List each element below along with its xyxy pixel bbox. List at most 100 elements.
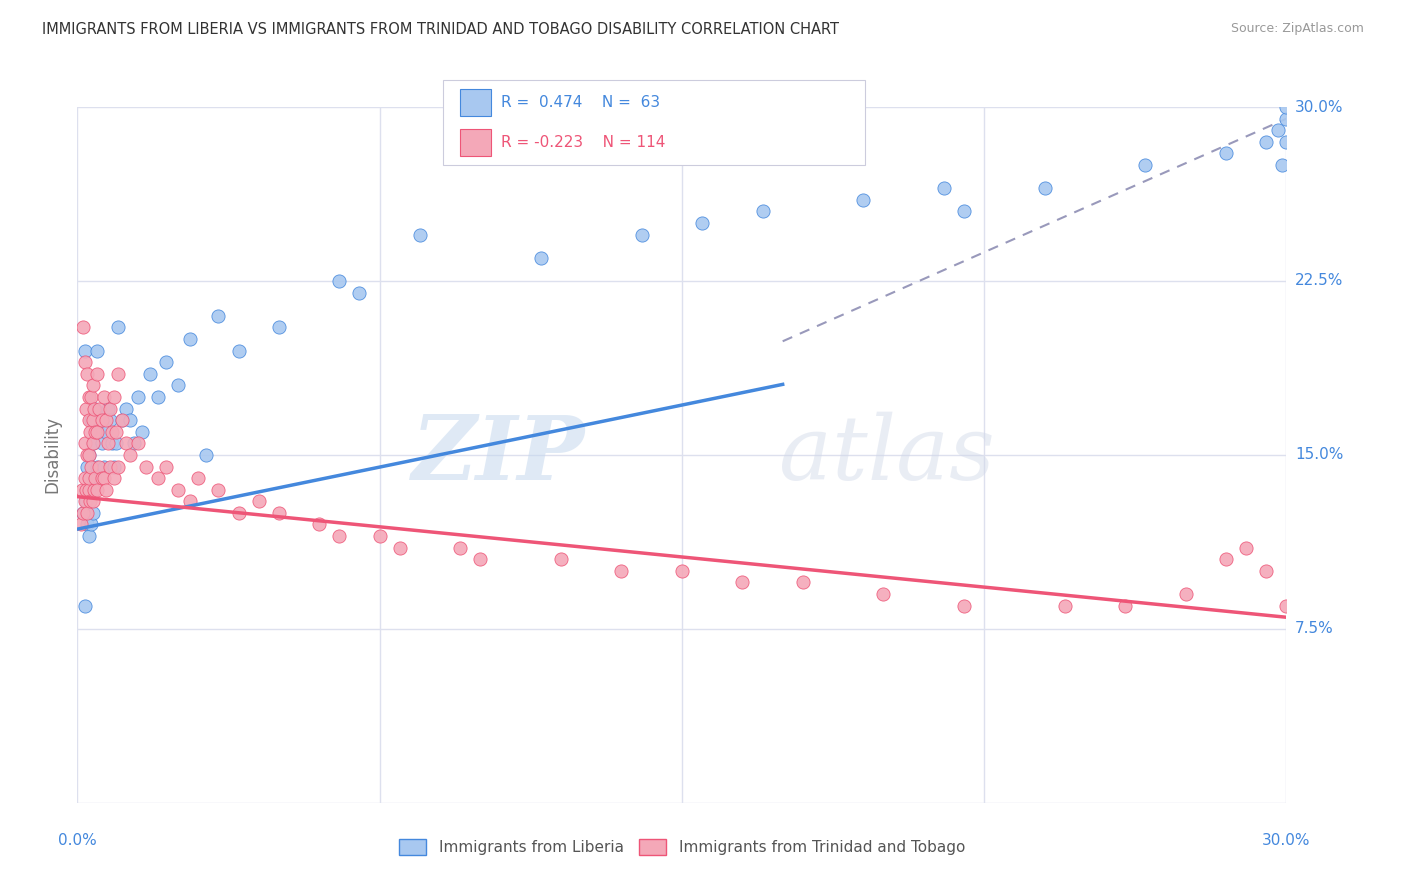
Point	[75, 483, 97, 497]
Text: 30.0%: 30.0%	[1295, 100, 1343, 114]
Point	[131, 425, 153, 439]
Point	[103, 471, 125, 485]
Point	[84, 425, 107, 439]
Point	[94, 425, 117, 439]
Point	[104, 425, 127, 439]
Point	[84, 471, 107, 485]
Point	[267, 320, 290, 334]
Point	[114, 401, 136, 416]
Point	[872, 587, 894, 601]
Point	[1267, 123, 1289, 137]
Point	[328, 529, 350, 543]
Point	[90, 471, 112, 485]
Point	[96, 401, 118, 416]
Point	[77, 483, 100, 497]
Point	[267, 506, 290, 520]
Point	[86, 367, 108, 381]
Point	[179, 494, 201, 508]
Text: 30.0%: 30.0%	[1263, 833, 1310, 848]
Point	[139, 367, 162, 381]
Point	[82, 494, 104, 508]
Point	[79, 471, 101, 485]
Point	[98, 401, 121, 416]
Point	[86, 459, 108, 474]
Point	[77, 448, 100, 462]
Point	[82, 471, 104, 485]
Point	[83, 401, 105, 416]
Point	[328, 274, 350, 288]
Point	[79, 483, 101, 497]
Point	[610, 564, 633, 578]
Point	[75, 494, 97, 508]
Point	[630, 227, 652, 242]
Point	[308, 517, 330, 532]
Point	[76, 517, 98, 532]
Point	[70, 483, 93, 497]
Point	[89, 401, 111, 416]
Point	[82, 378, 104, 392]
Point	[75, 401, 97, 416]
Point	[76, 506, 98, 520]
Point	[953, 599, 976, 613]
Point	[349, 285, 371, 300]
Point	[1275, 599, 1298, 613]
Point	[73, 355, 96, 369]
Point	[82, 436, 104, 450]
Point	[111, 413, 134, 427]
Point	[146, 390, 169, 404]
Point	[75, 494, 97, 508]
Text: R =  0.474    N =  63: R = 0.474 N = 63	[501, 95, 659, 110]
Point	[72, 320, 94, 334]
Point	[247, 494, 270, 508]
Point	[118, 413, 141, 427]
Point	[731, 575, 754, 590]
Point	[107, 459, 129, 474]
Point	[100, 425, 122, 439]
Point	[146, 471, 169, 485]
Point	[1215, 552, 1237, 566]
Point	[107, 367, 129, 381]
Point	[1271, 158, 1294, 172]
Point	[80, 517, 103, 532]
Point	[1135, 158, 1157, 172]
Point	[80, 413, 103, 427]
Point	[82, 413, 104, 427]
Point	[90, 436, 112, 450]
Point	[1275, 100, 1298, 114]
Point	[167, 378, 190, 392]
Point	[75, 436, 97, 450]
Point	[155, 355, 177, 369]
Point	[179, 332, 201, 346]
Point	[1215, 146, 1237, 161]
Point	[1234, 541, 1257, 555]
Y-axis label: Disability: Disability	[44, 417, 62, 493]
Text: 0.0%: 0.0%	[58, 833, 97, 848]
Point	[449, 541, 471, 555]
Text: atlas: atlas	[779, 411, 994, 499]
Text: R = -0.223    N = 114: R = -0.223 N = 114	[501, 136, 665, 150]
Legend: Immigrants from Liberia, Immigrants from Trinidad and Tobago: Immigrants from Liberia, Immigrants from…	[392, 833, 972, 862]
Point	[70, 517, 93, 532]
Point	[114, 436, 136, 450]
Point	[470, 552, 492, 566]
Point	[76, 448, 98, 462]
Text: 22.5%: 22.5%	[1295, 274, 1343, 288]
Point	[1033, 181, 1056, 195]
Point	[94, 483, 117, 497]
Text: ZIP: ZIP	[412, 412, 585, 498]
Point	[86, 425, 108, 439]
Point	[79, 494, 101, 508]
Point	[80, 390, 103, 404]
Point	[127, 390, 149, 404]
Point	[98, 413, 121, 427]
Point	[388, 541, 411, 555]
Text: 15.0%: 15.0%	[1295, 448, 1343, 462]
Point	[1256, 564, 1278, 578]
Point	[72, 506, 94, 520]
Point	[89, 425, 111, 439]
Text: IMMIGRANTS FROM LIBERIA VS IMMIGRANTS FROM TRINIDAD AND TOBAGO DISABILITY CORREL: IMMIGRANTS FROM LIBERIA VS IMMIGRANTS FR…	[42, 22, 839, 37]
Point	[93, 390, 115, 404]
Point	[671, 564, 693, 578]
Point	[89, 459, 111, 474]
Point	[409, 227, 432, 242]
